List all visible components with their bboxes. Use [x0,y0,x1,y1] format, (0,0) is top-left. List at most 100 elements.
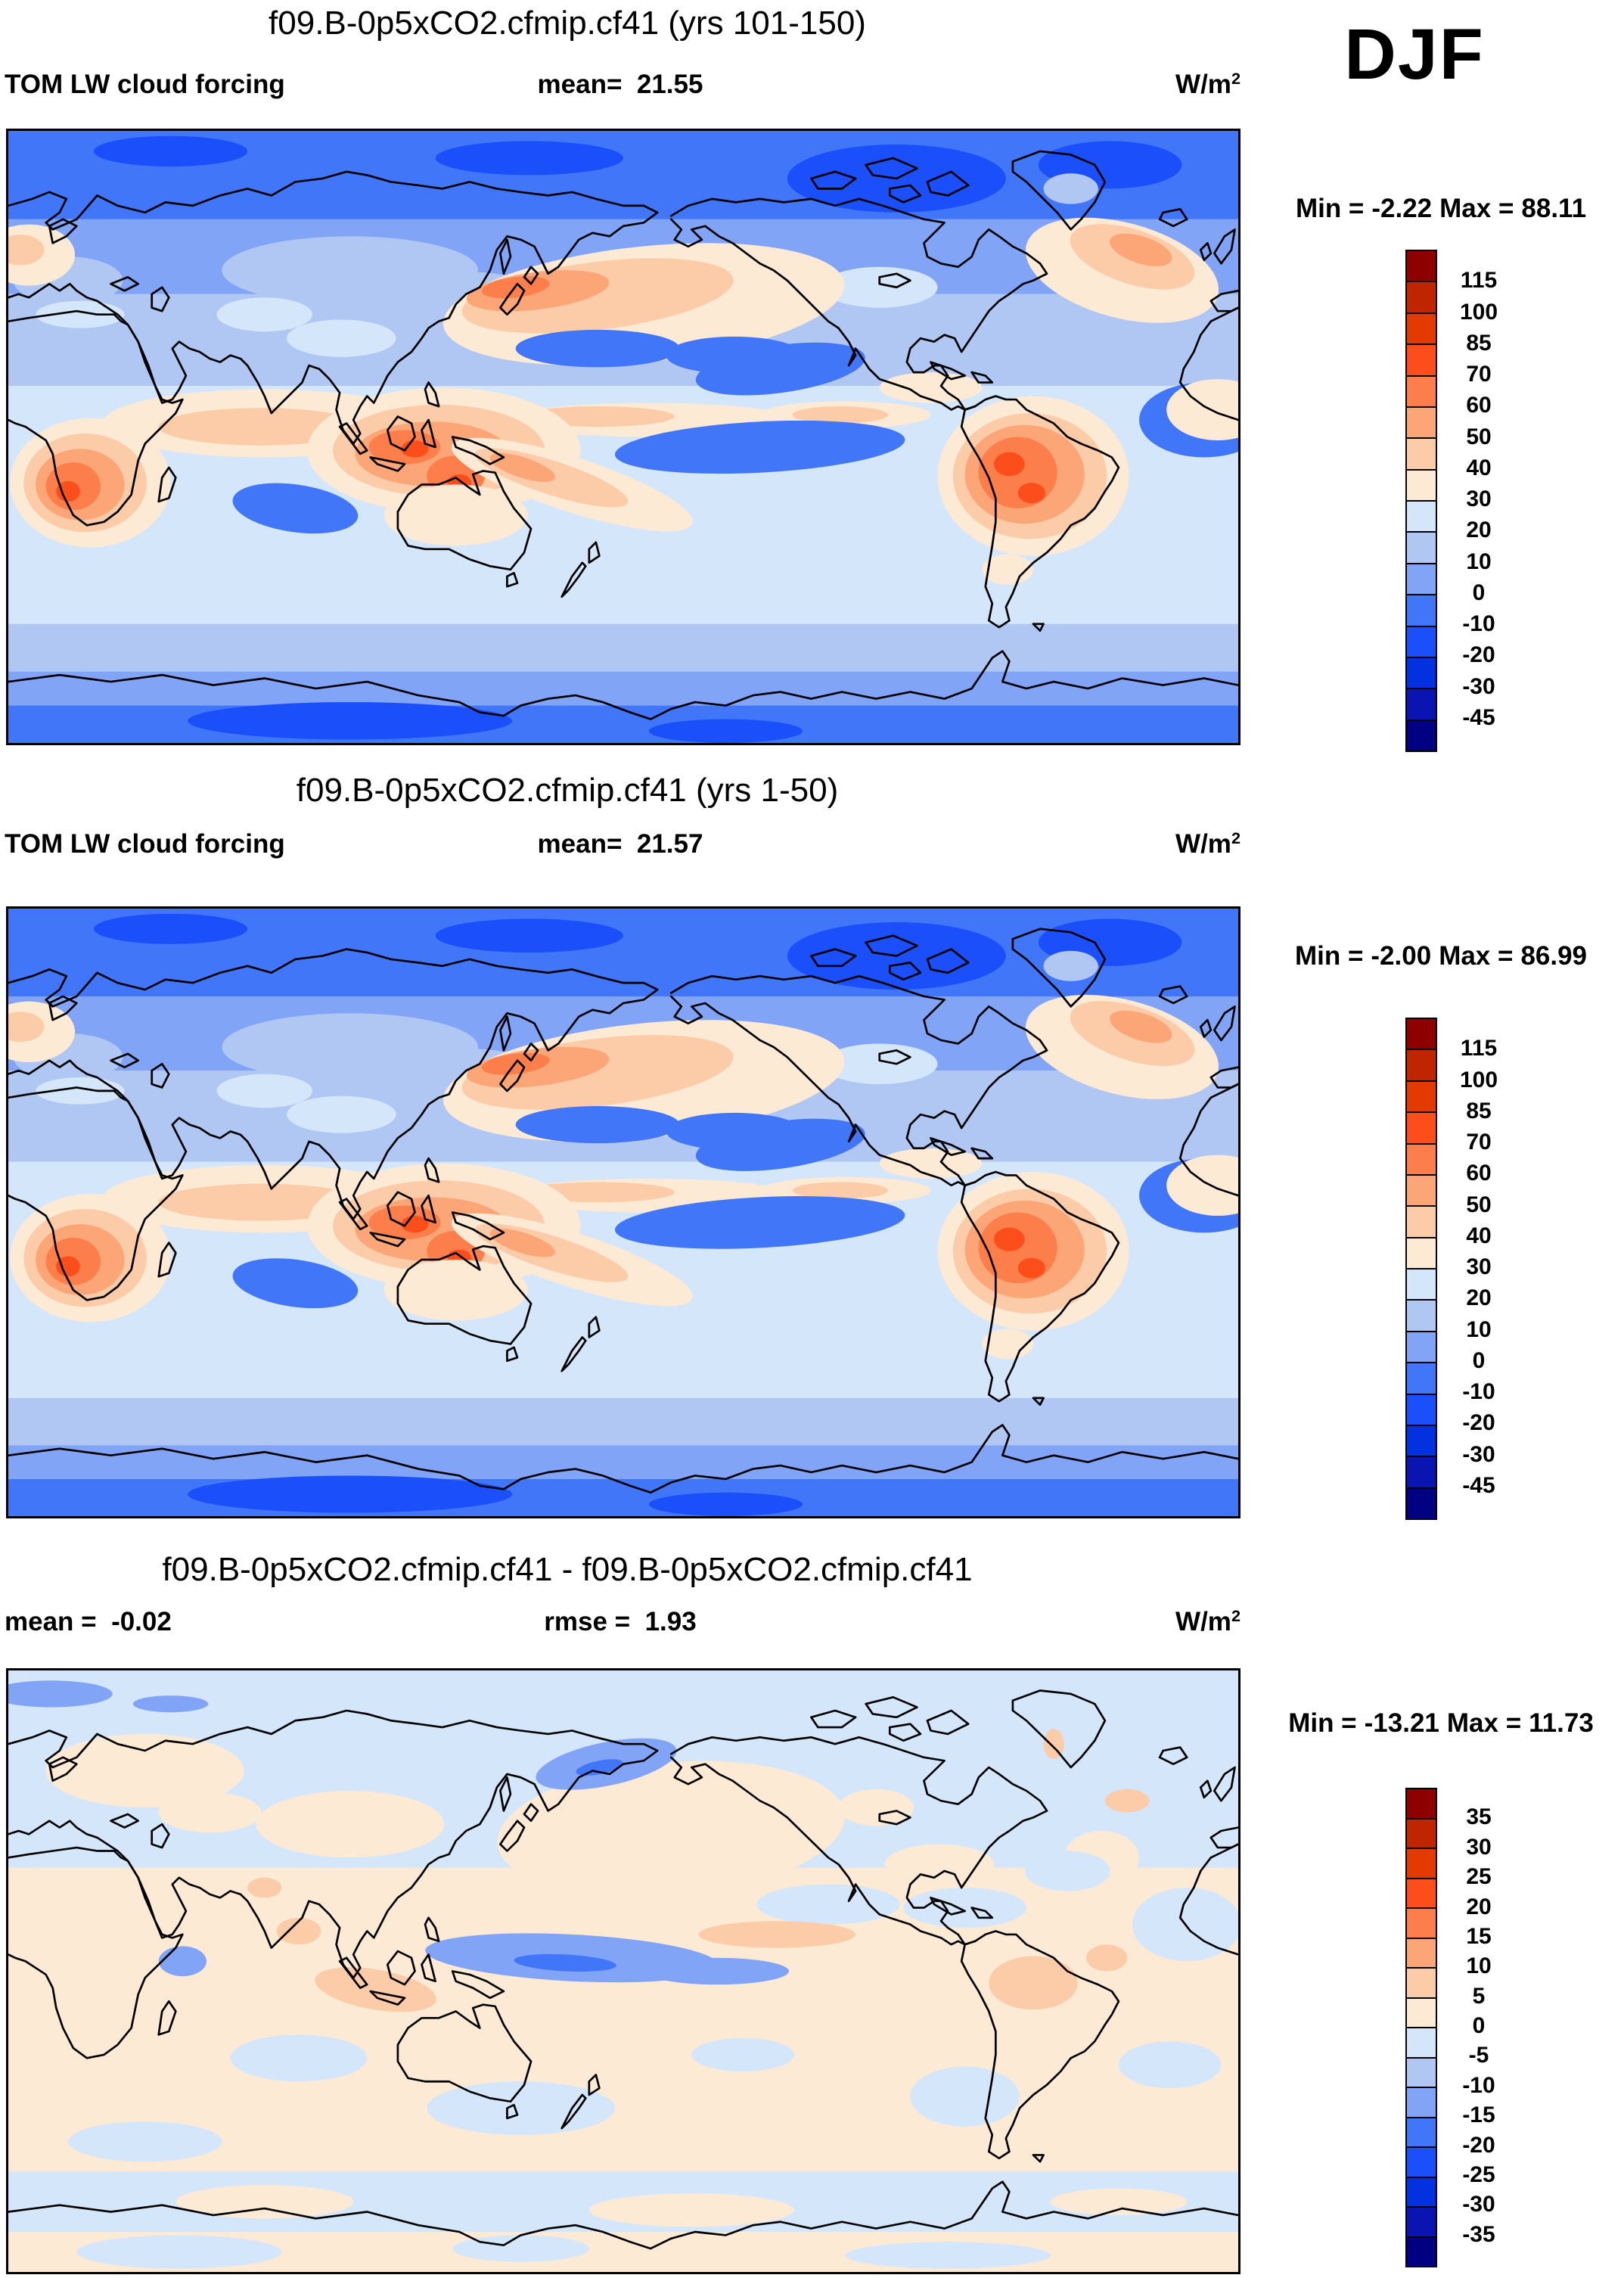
panel3-title: f09.B-0p5xCO2.cfmip.cf41 - f09.B-0p5xCO2… [162,1551,973,1588]
colorbar-segment [1407,1937,1436,1967]
colorbar-segment [1407,1019,1436,1049]
colorbar-segment [1407,688,1436,719]
colorbar-tick-label: -30 [1462,2192,1495,2217]
colorbar-segment [1407,1487,1436,1518]
colorbar-tick-label: 40 [1466,1223,1492,1248]
colorbar-tick-label: -35 [1462,2221,1495,2247]
colorbar-tick-label: -10 [1462,2072,1495,2098]
panel2-colorbar [1405,1018,1437,1520]
colorbar-segment [1407,1268,1436,1300]
panel2-minmax: Min = -2.00 Max = 86.99 [1259,941,1622,971]
panel3-mean-label: mean = [5,1607,97,1636]
colorbar-segment [1407,2236,1436,2266]
colorbar-tick-label: -45 [1462,1472,1495,1498]
colorbar-tick-label: 40 [1466,455,1492,480]
panel2-units-exponent: 2 [1231,828,1241,848]
panel3-mean-value: -0.02 [111,1607,172,1636]
colorbar-segment [1407,531,1436,563]
colorbar-segment [1407,1848,1436,1878]
colorbar-segment [1407,1456,1436,1487]
colorbar-segment [1407,374,1436,406]
colorbar-segment [1407,1049,1436,1080]
colorbar-tick-label: 70 [1466,1130,1492,1155]
colorbar-tick-label: 60 [1466,1161,1492,1186]
panel1-colorbar-labels: 115 100 85 70 60 50 40 30 20 10 0 -10 -20 -30 -45 [1437,250,1520,749]
colorbar-segment [1407,251,1436,281]
colorbar-segment [1407,2116,1436,2146]
colorbar-segment [1407,1080,1436,1112]
colorbar-tick-label: -20 [1462,642,1495,668]
colorbar-segment [1407,1789,1436,1818]
panel2-mean-value: 21.57 [636,829,703,859]
colorbar-segment [1407,656,1436,688]
panel2-mean-label: mean= [537,829,623,859]
colorbar-segment [1407,594,1436,626]
panel2-mean-stat: mean= 21.57 [393,829,847,859]
panel1-min-label: Min = [1295,194,1365,223]
panel3-units-text: W/m [1175,1607,1231,1636]
colorbar-segment [1407,562,1436,595]
colorbar-tick-label: 100 [1459,1067,1498,1092]
panel1-max-label: Max = [1439,194,1514,223]
colorbar-segment [1407,468,1436,500]
panel3-map [6,1668,1241,2274]
panel1-minmax: Min = -2.22 Max = 88.11 [1259,194,1622,224]
panel2-colorbar-labels: 115 100 85 70 60 50 40 30 20 10 0 -10 -20 -30 -45 [1437,1018,1520,1517]
panel1-map [6,129,1241,745]
colorbar-tick-label: 0 [1472,1347,1486,1373]
colorbar-tick-label: 85 [1466,330,1492,356]
colorbar-segment [1407,2176,1436,2206]
panel3-colorbar [1405,1788,1437,2267]
colorbar-segment [1407,1424,1436,1456]
panel1-title: f09.B-0p5xCO2.cfmip.cf41 (yrs 101-150) [269,5,866,42]
colorbar-tick-label: 20 [1466,517,1492,543]
panel2-title: f09.B-0p5xCO2.cfmip.cf41 (yrs 1-50) [296,772,839,809]
colorbar-segment [1407,719,1436,751]
colorbar-tick-label: 5 [1472,1983,1486,2009]
panel1-mean-stat: mean= 21.55 [393,70,847,100]
colorbar-segment [1407,406,1436,438]
colorbar-tick-label: 20 [1466,1894,1492,1919]
colorbar-tick-label: -5 [1468,2043,1489,2068]
season-label: DJF [1344,14,1485,95]
colorbar-segment [1407,500,1436,532]
colorbar-tick-label: 85 [1466,1098,1492,1123]
colorbar-segment [1407,2146,1436,2177]
panel2-max-label: Max = [1439,941,1514,971]
colorbar-segment [1407,2087,1436,2117]
colorbar-tick-label: -20 [1462,1410,1495,1436]
panel3-rmse-label: rmse = [544,1607,631,1636]
colorbar-segment [1407,1877,1436,1907]
colorbar-tick-label: 115 [1460,1036,1498,1061]
panel3-mean-stat: mean = -0.02 [5,1607,172,1637]
colorbar-segment [1407,1362,1436,1394]
colorbar-segment [1407,1205,1436,1237]
colorbar-tick-label: 35 [1466,1804,1492,1830]
colorbar-segment [1407,1997,1436,2027]
panel2-max-value: 86.99 [1520,941,1588,971]
colorbar-segment [1407,1817,1436,1848]
colorbar-segment [1407,1967,1436,1997]
panel1-min-value: -2.22 [1371,194,1433,223]
colorbar-segment [1407,1393,1436,1425]
panel1-units-exponent: 2 [1231,69,1241,89]
colorbar-segment [1407,1907,1436,1938]
colorbar-tick-label: 10 [1466,1316,1492,1342]
panel3-rmse-value: 1.93 [644,1607,697,1636]
panel2-min-label: Min = [1294,941,1364,971]
panel2-min-value: -2.00 [1371,941,1432,971]
colorbar-segment [1407,2056,1436,2087]
colorbar-segment [1407,2027,1436,2057]
panel1-units: W/m2 [1089,69,1241,100]
colorbar-tick-label: 100 [1459,299,1498,325]
colorbar-tick-label: 30 [1466,486,1492,511]
colorbar-segment [1407,281,1436,312]
colorbar-segment [1407,625,1436,657]
panel1-mean-label: mean= [537,70,623,99]
colorbar-tick-label: 25 [1466,1864,1492,1890]
colorbar-tick-label: 60 [1466,393,1492,418]
colorbar-tick-label: 10 [1466,1953,1492,1979]
colorbar-tick-label: 50 [1466,1192,1492,1217]
colorbar-tick-label: -15 [1462,2102,1495,2128]
colorbar-tick-label: 30 [1466,1834,1492,1860]
